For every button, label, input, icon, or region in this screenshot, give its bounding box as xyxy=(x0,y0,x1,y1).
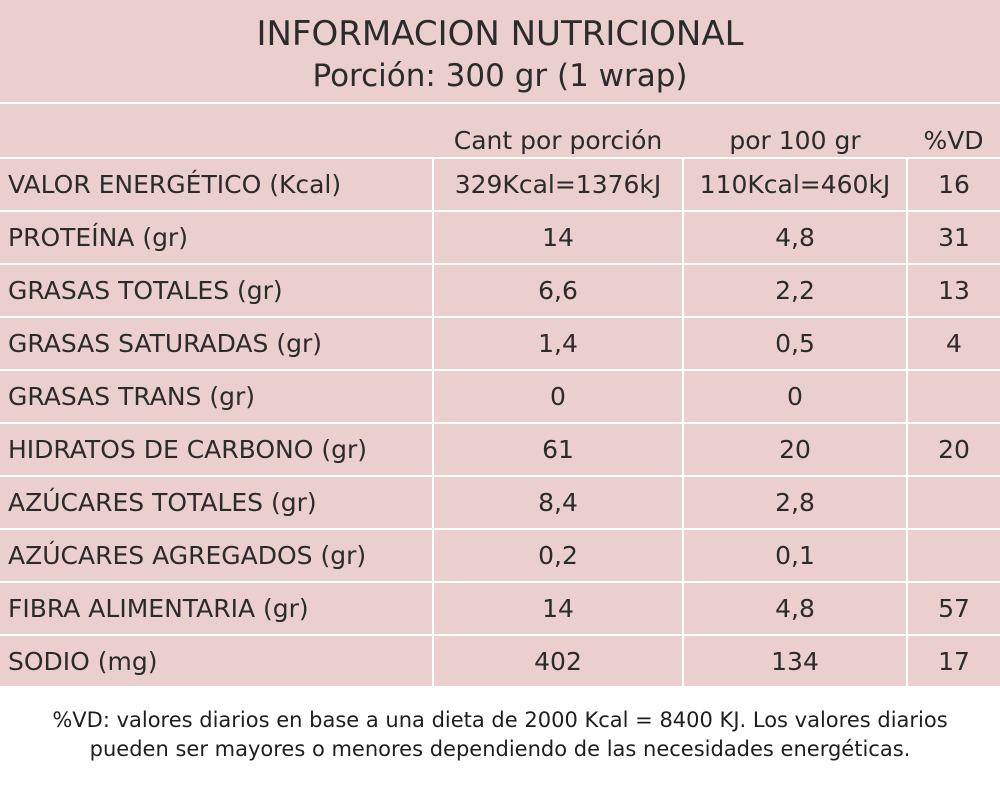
table-row: GRASAS TRANS (gr) 0 0 xyxy=(0,370,1000,424)
per-100g-value: 2,8 xyxy=(683,476,908,530)
per-100g-value: 110Kcal=460kJ xyxy=(683,158,908,212)
column-header-nutrient xyxy=(0,104,433,159)
nutrient-name: SODIO (mg) xyxy=(0,635,434,687)
table-row: AZÚCARES TOTALES (gr) 8,4 2,8 xyxy=(0,476,1000,530)
per-portion-value: 402 xyxy=(433,635,684,687)
vd-value: 31 xyxy=(907,211,1000,265)
nutrition-title: INFORMACION NUTRICIONAL xyxy=(256,14,744,54)
table-row: GRASAS TOTALES (gr) 6,6 2,2 13 xyxy=(0,264,1000,318)
nutrient-name: AZÚCARES AGREGADOS (gr) xyxy=(0,529,434,583)
per-100g-value: 2,2 xyxy=(683,264,908,318)
per-portion-value: 6,6 xyxy=(433,264,684,318)
nutrient-name: GRASAS TRANS (gr) xyxy=(0,370,434,424)
vd-value xyxy=(907,529,1000,583)
per-100g-value: 4,8 xyxy=(683,211,908,265)
per-portion-value: 0 xyxy=(433,370,684,424)
vd-value: 13 xyxy=(907,264,1000,318)
vd-value: 17 xyxy=(938,647,970,676)
table-row: SODIO (mg) 402 134 17 xyxy=(0,635,1000,687)
column-header-per-100g: por 100 gr xyxy=(683,104,907,159)
nutrient-name: GRASAS SATURADAS (gr) xyxy=(0,317,434,371)
nutrient-name: FIBRA ALIMENTARIA (gr) xyxy=(0,582,434,636)
per-100g-value: 0 xyxy=(683,370,908,424)
per-portion-value: 14 xyxy=(433,582,684,636)
column-header-vd: %VD xyxy=(907,104,1000,159)
per-portion-value: 1,4 xyxy=(433,317,684,371)
table-row: HIDRATOS DE CARBONO (gr) 61 20 20 xyxy=(0,423,1000,477)
vd-footnote: %VD: valores diarios en base a una dieta… xyxy=(0,706,1000,764)
vd-value: 16 xyxy=(907,158,1000,212)
per-100g-value: 134 xyxy=(683,635,908,687)
per-portion-value: 329Kcal=1376kJ xyxy=(433,158,684,212)
per-portion-value: 8,4 xyxy=(433,476,684,530)
table-row: FIBRA ALIMENTARIA (gr) 14 4,8 57 xyxy=(0,582,1000,636)
table-header-row: Cant por porción por 100 gr %VD xyxy=(0,104,1000,159)
vd-value xyxy=(907,476,1000,530)
footnote-line-2: pueden ser mayores o menores dependiendo… xyxy=(89,737,911,761)
table-row: PROTEÍNA (gr) 14 4,8 31 xyxy=(0,211,1000,265)
column-header-per-portion: Cant por porción xyxy=(433,104,683,159)
nutrient-name: AZÚCARES TOTALES (gr) xyxy=(0,476,434,530)
portion-subtitle: Porción: 300 gr (1 wrap) xyxy=(312,58,688,94)
per-portion-value: 14 xyxy=(433,211,684,265)
per-100g-value: 0,1 xyxy=(683,529,908,583)
per-100g-value: 4,8 xyxy=(683,582,908,636)
per-portion-value: 61 xyxy=(433,423,684,477)
table-row: AZÚCARES AGREGADOS (gr) 0,2 0,1 xyxy=(0,529,1000,583)
vd-value: 4 xyxy=(907,317,1000,371)
per-portion-value: 0,2 xyxy=(433,529,684,583)
table-row: VALOR ENERGÉTICO (Kcal) 329Kcal=1376kJ 1… xyxy=(0,158,1000,212)
nutrient-name: PROTEÍNA (gr) xyxy=(0,211,434,265)
per-100g-value: 0,5 xyxy=(683,317,908,371)
footnote-line-1: %VD: valores diarios en base a una dieta… xyxy=(52,708,948,732)
nutrition-table: Cant por porción por 100 gr %VD VALOR EN… xyxy=(0,104,1000,687)
vd-value: 20 xyxy=(907,423,1000,477)
nutrition-header: INFORMACION NUTRICIONAL Porción: 300 gr … xyxy=(0,0,1000,104)
nutrient-name: VALOR ENERGÉTICO (Kcal) xyxy=(0,158,434,212)
vd-value xyxy=(907,370,1000,424)
nutrition-facts-panel: INFORMACION NUTRICIONAL Porción: 300 gr … xyxy=(0,0,1000,687)
table-row: GRASAS SATURADAS (gr) 1,4 0,5 4 xyxy=(0,317,1000,371)
per-100g-value: 20 xyxy=(683,423,908,477)
vd-value: 57 xyxy=(907,582,1000,636)
nutrient-name: HIDRATOS DE CARBONO (gr) xyxy=(0,423,434,477)
nutrient-name: GRASAS TOTALES (gr) xyxy=(0,264,434,318)
